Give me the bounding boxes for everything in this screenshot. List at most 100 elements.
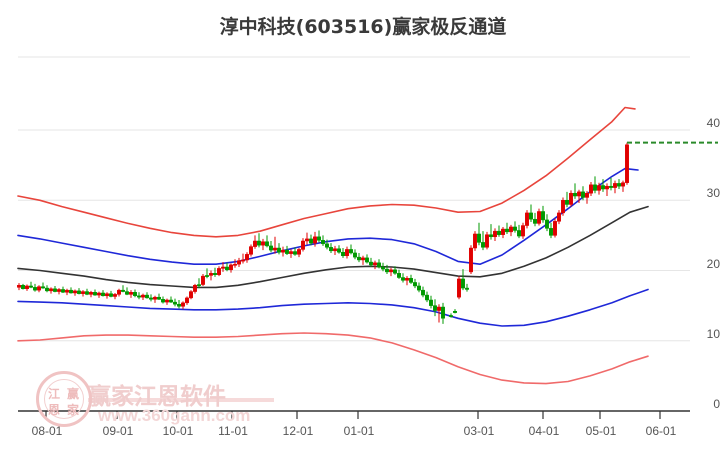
candlestick [617,179,621,190]
candlestick [509,224,513,237]
candlestick [429,295,433,309]
y-axis-label-10: 10 [706,326,720,341]
candlestick [253,235,257,249]
x-axis-label-08-01: 08-01 [31,424,63,438]
y-axis-label-30: 30 [706,186,720,201]
candlestick [169,296,173,303]
candlestick [309,234,313,246]
candlestick [581,186,585,201]
candlestick [81,290,85,297]
candlestick [437,304,441,323]
candlestick [537,208,541,226]
candlestick [497,225,501,237]
candlestick [529,204,533,223]
candlestick [277,243,281,255]
candlestick [417,282,421,293]
candlestick [217,266,221,277]
candlestick [17,283,21,291]
candlestick [193,283,197,294]
candlestick [337,245,341,254]
candlestick [625,142,629,185]
candlestick [561,197,565,216]
candlestick [329,243,333,253]
candlestick [41,282,45,289]
candlestick [321,235,325,246]
candlestick [141,293,145,301]
candlestick [161,296,165,304]
y-axis-label-20: 20 [706,256,720,271]
y-axis-label-40: 40 [706,116,720,130]
candlestick [365,254,369,264]
candlestick [421,286,425,298]
candlestick [93,289,97,296]
candlestick [521,222,525,239]
band-upper_band [17,106,636,238]
candlestick [577,189,581,204]
candlestick [97,291,101,298]
candlestick [313,231,317,247]
candlestick [257,233,261,248]
candlestick [477,222,481,246]
candlestick [341,248,345,258]
candlestick [225,262,229,272]
x-axis-label-11-01: 11-01 [218,424,248,438]
candlestick [221,262,225,272]
candlestick [229,263,233,273]
candlestick [449,313,453,318]
candlestick [489,224,493,240]
candlestick [33,283,37,292]
candlestick [89,290,93,298]
candlestick [165,298,169,305]
candlestick [85,288,89,296]
candlestick [389,267,393,277]
candlestick [145,292,149,299]
candlestick [553,218,557,238]
candlestick [393,266,397,275]
y-axis-label-0: 0 [713,397,720,411]
candlestick [501,226,505,239]
candlestick [609,177,613,191]
candlestick [21,283,25,290]
candlestick [273,236,277,254]
candlestick [433,299,437,317]
candlestick [101,290,105,297]
candlestick [345,246,349,259]
candlestick [597,182,601,195]
x-axis-label-12-01: 12-01 [282,424,314,438]
candlestick [381,262,385,272]
candlestick [125,287,129,296]
candlestick [573,183,577,199]
candlestick [533,212,537,227]
candlestick [117,288,121,297]
candlestick [73,289,77,296]
candlestick [109,290,113,298]
candlestick [293,247,297,256]
x-axis-label-04-01: 04-01 [528,424,560,438]
candlestick [49,287,53,294]
candlestick [245,252,249,263]
candlestick [133,289,137,298]
candlestick [233,259,237,268]
candlestick [517,224,521,239]
candlestick [413,278,417,289]
candlestick [565,191,569,208]
candlestick [205,268,209,279]
candlestick [541,205,545,223]
candlestick [493,228,497,241]
band-lower_mid_band [17,288,649,327]
candlestick [181,301,185,310]
candlestick [77,288,81,295]
candlestick [45,285,49,293]
candlestick [121,285,125,293]
candlestick [525,210,529,229]
candlestick [353,249,357,260]
candlestick [249,244,253,257]
candlestick [281,246,285,257]
candlestick [557,210,561,225]
candlestick [441,302,445,324]
candlestick [549,222,553,239]
page-title: 淳中科技(603516)赢家极反通道 [219,16,507,38]
candlestick [401,273,405,283]
candlestick [369,257,373,267]
